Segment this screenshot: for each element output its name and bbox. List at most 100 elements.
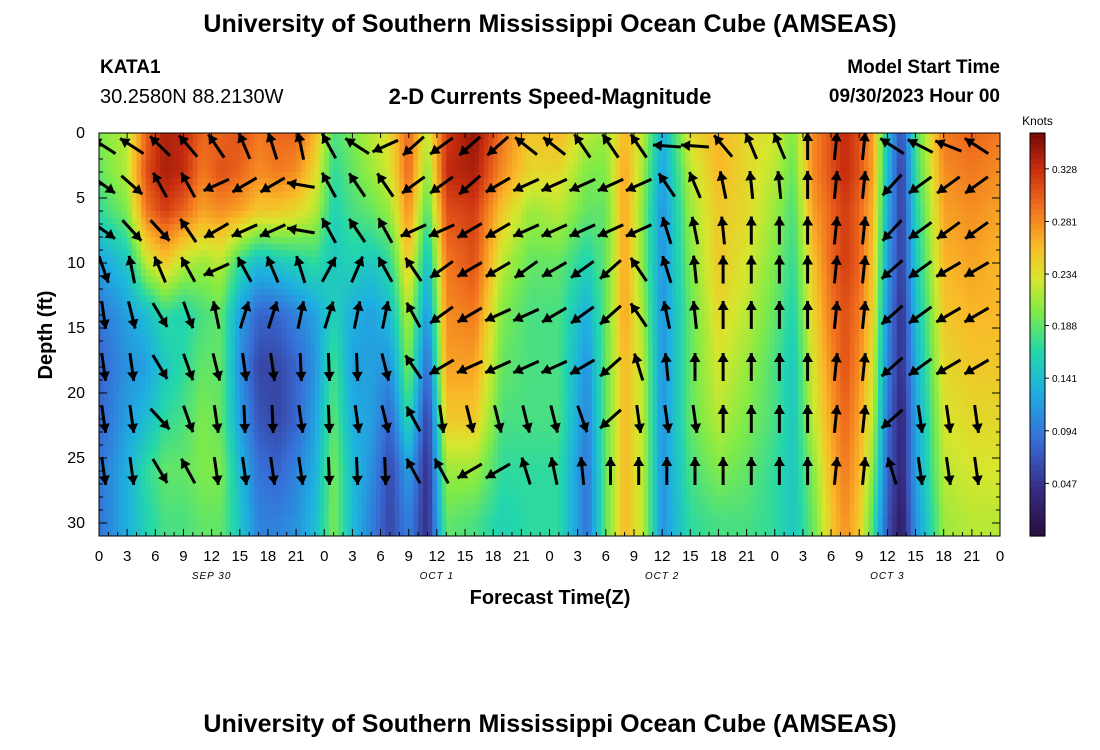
heatmap-cell <box>436 308 443 316</box>
heatmap-cell <box>263 458 269 466</box>
heatmap-cell <box>197 503 203 511</box>
heatmap-cell <box>103 438 109 446</box>
heatmap-cell <box>352 438 358 446</box>
heatmap-cell <box>460 406 466 414</box>
heatmap-cell <box>450 224 457 232</box>
heatmap-cell <box>136 412 142 420</box>
heatmap-cell <box>446 165 452 173</box>
heatmap-cell <box>136 477 142 485</box>
heatmap-cell <box>183 503 189 511</box>
heatmap-cell <box>216 230 222 238</box>
heatmap-cell <box>103 139 109 147</box>
heatmap-cell <box>211 484 217 492</box>
heatmap-cell <box>357 315 363 323</box>
heatmap-cell <box>455 191 461 199</box>
heatmap-cell <box>122 250 128 258</box>
heatmap-cell <box>216 445 222 453</box>
heatmap-cell <box>216 438 222 446</box>
heatmap-cell <box>319 529 325 536</box>
heatmap-cell <box>385 152 391 160</box>
heatmap-cell <box>277 139 283 147</box>
heatmap-cell <box>258 419 264 427</box>
heatmap-cell <box>436 139 443 147</box>
heatmap-cell <box>408 341 415 349</box>
heatmap-cell <box>333 347 339 355</box>
heatmap-cell <box>113 139 119 147</box>
heatmap-cell <box>277 484 283 492</box>
heatmap-cell <box>131 237 138 245</box>
heatmap-cell <box>127 334 133 342</box>
heatmap-cell <box>178 380 185 388</box>
heatmap-cell <box>221 484 227 492</box>
heatmap-cell <box>103 529 109 536</box>
heatmap-cell <box>230 250 236 258</box>
heatmap-cell <box>385 204 391 212</box>
heatmap-cell <box>450 230 457 238</box>
heatmap-cell <box>136 406 142 414</box>
heatmap-cell <box>469 211 476 219</box>
heatmap-cell <box>361 178 368 186</box>
heatmap-cell <box>155 198 161 206</box>
heatmap-cell <box>394 484 400 492</box>
heatmap-cell <box>258 406 264 414</box>
heatmap-cell <box>474 321 480 329</box>
heatmap-cell <box>230 204 236 212</box>
heatmap-cell <box>197 347 203 355</box>
heatmap-cell <box>239 243 246 251</box>
heatmap-cell <box>282 256 288 264</box>
heatmap-cell <box>343 308 349 316</box>
heatmap-cell <box>230 503 236 511</box>
heatmap-cell <box>450 484 457 492</box>
heatmap-cell <box>131 510 138 518</box>
heatmap-cell <box>160 178 166 186</box>
heatmap-cell <box>221 328 227 336</box>
heatmap-cell <box>465 503 471 511</box>
heatmap-cell <box>432 412 438 420</box>
heatmap-cell <box>113 347 119 355</box>
heatmap-cell <box>249 516 255 524</box>
heatmap-cell <box>263 321 269 329</box>
heatmap-cell <box>300 458 307 466</box>
heatmap-cell <box>108 341 114 349</box>
heatmap-cell <box>164 269 170 277</box>
heatmap-cell <box>465 152 471 160</box>
heatmap-cell <box>305 133 311 141</box>
heatmap-cell <box>183 386 189 394</box>
heatmap-cell <box>338 152 344 160</box>
heatmap-cell <box>361 523 368 531</box>
heatmap-cell <box>474 191 480 199</box>
heatmap-cell <box>202 432 208 440</box>
heatmap-cell <box>99 516 105 524</box>
heatmap-cell <box>441 269 447 277</box>
heatmap-cell <box>206 263 213 271</box>
heatmap-cell <box>249 328 255 336</box>
heatmap-cell <box>343 178 349 186</box>
heatmap-cell <box>263 341 269 349</box>
heatmap-cell <box>399 146 405 154</box>
heatmap-cell <box>300 217 307 225</box>
heatmap-cell <box>441 321 447 329</box>
heatmap-cell <box>389 445 396 453</box>
heatmap-cell <box>352 503 358 511</box>
heatmap-cell <box>399 276 405 284</box>
heatmap-cell <box>249 360 255 368</box>
heatmap-cell <box>230 315 236 323</box>
heatmap-cell <box>314 412 321 420</box>
heatmap-cell <box>408 230 415 238</box>
heatmap-cell <box>239 451 246 459</box>
heatmap-cell <box>328 432 335 440</box>
heatmap-cell <box>155 458 161 466</box>
heatmap-cell <box>375 510 382 518</box>
heatmap-cell <box>432 354 438 362</box>
heatmap-cell <box>267 451 274 459</box>
heatmap-cell <box>183 445 189 453</box>
heatmap-cell <box>141 250 147 258</box>
heatmap-cell <box>380 484 386 492</box>
heatmap-cell <box>450 217 457 225</box>
heatmap-cell <box>338 139 344 147</box>
heatmap-cell <box>324 432 330 440</box>
heatmap-cell <box>99 191 105 199</box>
heatmap-cell <box>366 146 372 154</box>
heatmap-cell <box>418 334 424 342</box>
heatmap-cell <box>282 237 288 245</box>
